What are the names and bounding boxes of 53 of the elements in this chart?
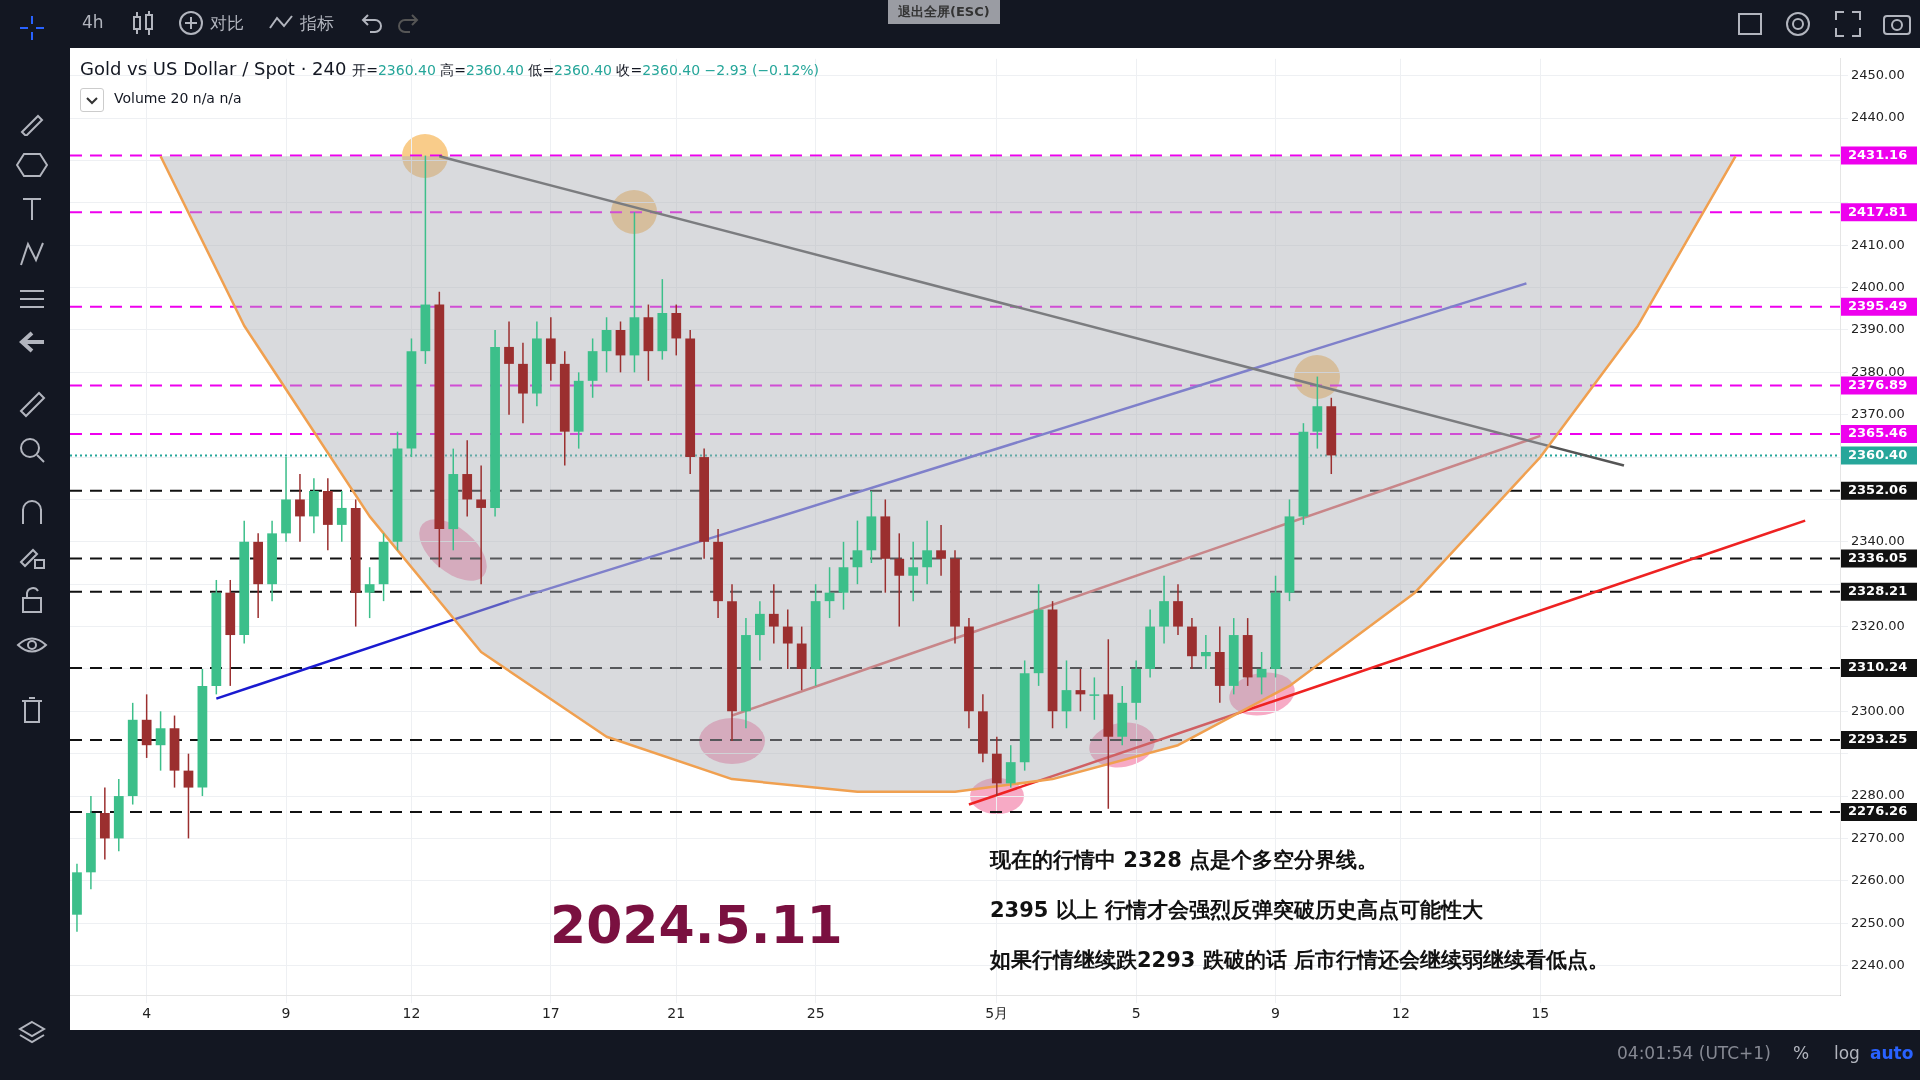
x-tick-label: 5: [1131, 1005, 1141, 1022]
chart-title: Gold vs US Dollar / Spot · 240: [80, 58, 347, 79]
y-tick-label: 2370.00: [1851, 406, 1905, 422]
ref-line-label: 2360.40: [1848, 446, 1908, 462]
ref-line-label: 2352.06: [1848, 482, 1908, 498]
y-tick-label: 2280.00: [1851, 787, 1905, 803]
y-tick-label: 2450.00: [1851, 67, 1905, 83]
y-tick-label: 2390.00: [1851, 321, 1905, 337]
y-tick-label: 2340.00: [1851, 533, 1905, 549]
x-tick-label: 15: [1531, 1005, 1550, 1022]
y-tick-label: 2440.00: [1851, 109, 1905, 125]
annotation: 如果行情继续跌2293 跌破的话 后市行情还会继续弱继续看低点。: [990, 947, 1610, 974]
y-tick-label: 2380.00: [1851, 363, 1905, 379]
text: Volume 20 n/a n/a: [114, 90, 242, 106]
text: 退出全屏(ESC): [888, 0, 1000, 24]
y-tick-label: 2250.00: [1851, 914, 1905, 930]
text: 开=2360.40 高=2360.40 低=2360.40 收=2360.40 −2.93 (−0.12%): [352, 62, 820, 78]
ref-line-label: 2376.89: [1848, 376, 1908, 392]
y-tick-label: 2260.00: [1851, 872, 1905, 888]
x-tick-label: 12: [402, 1005, 421, 1022]
text: auto: [1870, 1043, 1914, 1063]
x-tick-label: 4: [142, 1005, 152, 1022]
ref-line-label: 2328.21: [1848, 583, 1908, 599]
y-tick-label: 2240.00: [1851, 956, 1905, 972]
ref-line-label: 2431.16: [1848, 146, 1908, 162]
x-tick-label: 9: [281, 1005, 291, 1022]
text: %: [1793, 1043, 1810, 1063]
y-tick-label: 2400.00: [1851, 278, 1905, 294]
x-tick-label: 25: [806, 1005, 825, 1022]
annotation: 2024.5.11: [550, 895, 843, 955]
text: 4h: [82, 12, 104, 32]
x-tick-label: 12: [1392, 1005, 1410, 1022]
ref-line-label: 2417.81: [1848, 203, 1908, 219]
text: log: [1834, 1043, 1860, 1063]
annotation: 2395 以上 行情才会强烈反弹突破历史高点可能性大: [990, 897, 1484, 924]
x-tick-label: 9: [1271, 1005, 1281, 1022]
y-tick-label: 2320.00: [1851, 617, 1905, 633]
ref-line-label: 2276.26: [1848, 803, 1908, 819]
ref-line-label: 2365.46: [1848, 425, 1908, 441]
y-tick-label: 2270.00: [1851, 829, 1905, 845]
ref-line-label: 2293.25: [1848, 731, 1908, 747]
ref-line-label: 2336.05: [1848, 549, 1908, 565]
x-tick-label: 17: [541, 1005, 560, 1022]
annotation: 现在的行情中 2328 点是个多空分界线。: [990, 847, 1379, 874]
y-tick-label: 2300.00: [1851, 702, 1905, 718]
text: 04:01:54 (UTC+1): [1617, 1043, 1771, 1063]
text: 指标: [300, 12, 334, 35]
x-tick-label: 5月: [985, 1005, 1009, 1022]
text: 对比: [210, 12, 244, 35]
ref-line-label: 2310.24: [1848, 659, 1908, 675]
x-tick-label: 21: [667, 1005, 686, 1022]
y-tick-label: 2410.00: [1851, 236, 1905, 252]
ref-line-label: 2395.49: [1848, 298, 1908, 314]
